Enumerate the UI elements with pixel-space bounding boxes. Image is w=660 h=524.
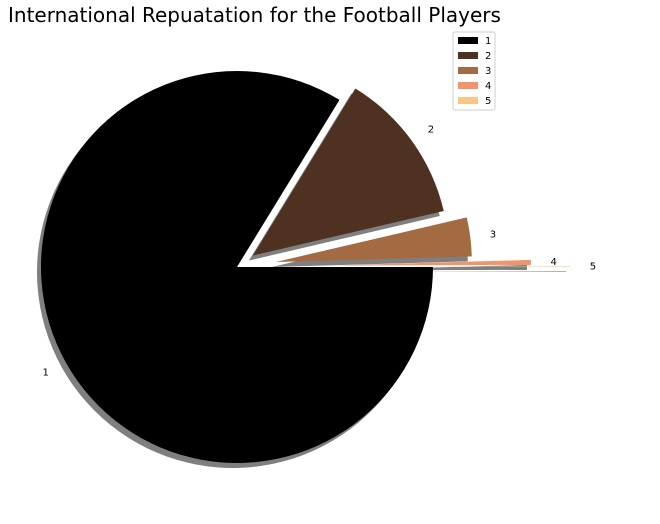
legend-label-3: 3 xyxy=(485,66,491,77)
legend-label-1: 1 xyxy=(485,36,491,47)
slice-label-3: 3 xyxy=(490,229,496,240)
chart-title: International Repuatation for the Footba… xyxy=(8,3,501,27)
pie-slice-3 xyxy=(275,217,472,262)
pie-slice-5 xyxy=(374,266,571,267)
slice-label-1: 1 xyxy=(42,367,48,378)
legend-swatch-3 xyxy=(458,67,478,74)
pie-slice-4 xyxy=(334,259,531,266)
slice-shadow-5 xyxy=(370,271,567,272)
legend-swatch-2 xyxy=(458,52,478,59)
legend-swatch-4 xyxy=(458,82,478,89)
slice-labels: 1 2 3 4 5 xyxy=(42,124,596,378)
pie-slice-1 xyxy=(41,71,434,464)
legend: 1 2 3 4 5 xyxy=(452,31,496,111)
slice-label-2: 2 xyxy=(428,124,434,135)
legend-label-2: 2 xyxy=(485,51,491,62)
pie-slices xyxy=(41,71,571,464)
slice-label-4: 4 xyxy=(551,257,557,268)
legend-swatch-5 xyxy=(458,97,478,104)
slice-label-5: 5 xyxy=(590,261,596,272)
legend-swatch-1 xyxy=(458,37,478,44)
legend-label-5: 5 xyxy=(485,96,491,107)
pie-slice-2 xyxy=(252,88,444,256)
legend-label-4: 4 xyxy=(485,81,491,92)
